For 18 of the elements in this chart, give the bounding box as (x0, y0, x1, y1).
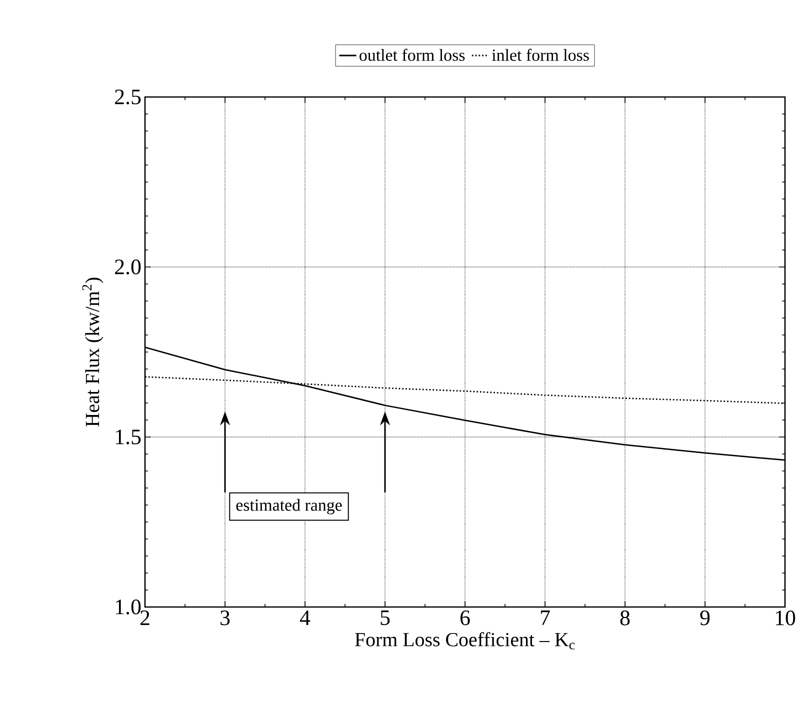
legend-label: inlet form loss (492, 48, 589, 61)
y-axis-title: Heat Flux (kw/m$^{2}$) (82, 278, 104, 427)
x-tick-label: 10 (776, 610, 796, 626)
x-axis-title: Form Loss Coefficient – K$_{c}$ (355, 632, 575, 650)
x-tick-label: 3 (220, 610, 230, 626)
x-tick-label: 8 (620, 610, 630, 626)
annotation: estimated range (236, 498, 342, 514)
y-tick-label: 2.0 (115, 260, 141, 274)
x-tick-label: 4 (300, 610, 310, 625)
x-tick-label: 7 (540, 610, 550, 625)
x-tick-label: 9 (700, 610, 710, 626)
legend-label: outlet form loss (360, 48, 465, 61)
x-tick-label: 2 (140, 610, 150, 626)
y-tick-label: 1.0 (116, 600, 141, 614)
y-tick-label: 2.5 (115, 90, 141, 104)
y-tick-label: 1.5 (116, 430, 141, 444)
x-tick-label: 5 (380, 610, 390, 626)
x-tick-label: 6 (460, 610, 470, 626)
